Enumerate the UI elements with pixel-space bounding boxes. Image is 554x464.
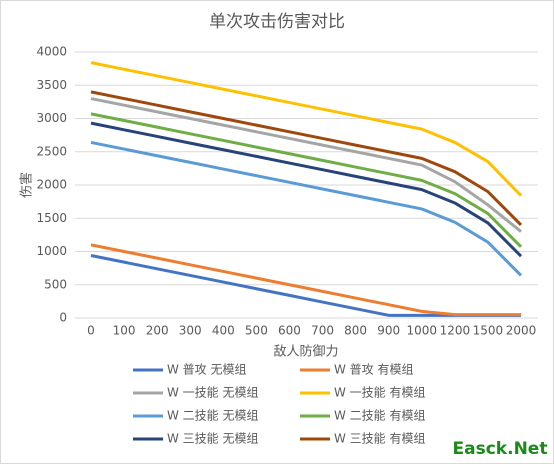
legend-label: W 二技能 有模组: [334, 409, 426, 423]
y-tick-label: 1000: [36, 244, 67, 258]
x-tick-label: 100: [113, 324, 136, 338]
x-tick-label: 700: [311, 324, 334, 338]
x-tick-label: 800: [344, 324, 367, 338]
legend-label: W 一技能 有模组: [334, 386, 426, 400]
x-tick-label: 200: [146, 324, 169, 338]
series-line: [90, 112, 523, 248]
x-tick-label: 500: [245, 324, 268, 338]
x-tick-label: 1200: [440, 324, 471, 338]
y-tick-label: 3500: [36, 78, 67, 92]
legend-label: W 三技能 无模组: [167, 432, 259, 446]
x-tick-label: 1500: [473, 324, 504, 338]
legend-label: W 普攻 无模组: [167, 363, 247, 377]
legend-label: W 三技能 有模组: [334, 432, 426, 446]
series-line: [90, 90, 523, 226]
legend-label: W 一技能 无模组: [167, 386, 259, 400]
x-tick-label: 1000: [406, 324, 437, 338]
series-line: [90, 61, 523, 197]
x-tick-label: 300: [179, 324, 202, 338]
x-tick-label: 400: [212, 324, 235, 338]
y-tick-label: 4000: [36, 45, 67, 59]
y-tick-label: 500: [44, 277, 67, 291]
x-tick-label: 2000: [506, 324, 537, 338]
y-tick-label: 2000: [36, 178, 67, 192]
x-tick-label: 900: [377, 324, 400, 338]
y-tick-label: 2500: [36, 144, 67, 158]
series-line: [90, 140, 523, 277]
x-tick-label: 0: [87, 324, 95, 338]
x-tick-label: 600: [278, 324, 301, 338]
legend-label: W 普攻 有模组: [334, 363, 414, 377]
series-line: [90, 243, 521, 317]
chart-title: 单次攻击伤害对比: [209, 12, 345, 32]
y-tick-label: 0: [59, 311, 67, 325]
watermark: Easck.Net: [453, 439, 548, 459]
y-tick-label: 3000: [36, 111, 67, 125]
y-tick-label: 1500: [36, 211, 67, 225]
x-axis-label: 敌人防御力: [273, 344, 338, 360]
legend-label: W 二技能 无模组: [167, 409, 259, 423]
y-axis-label: 伤害: [19, 172, 35, 198]
series-line: [90, 97, 522, 233]
series-line: [90, 121, 523, 258]
